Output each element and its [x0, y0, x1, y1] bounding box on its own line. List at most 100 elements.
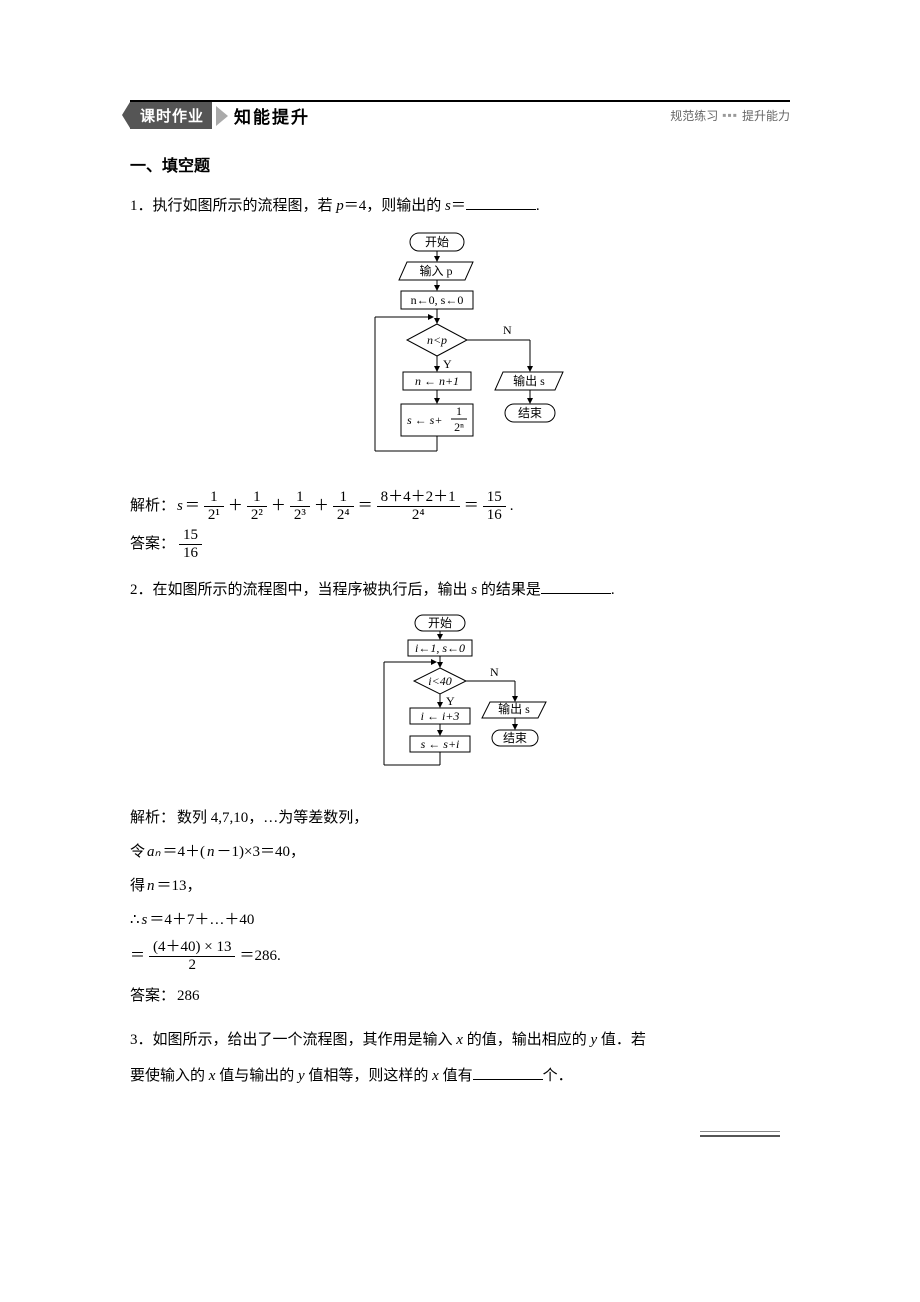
p1-var-p: p — [336, 198, 344, 214]
f2-end: 结束 — [503, 731, 527, 745]
sol1-plus3: ＋ — [314, 491, 329, 521]
problem-2: 2．在如图所示的流程图中，当程序被执行后，输出 s 的结果是. — [130, 575, 790, 605]
sol2-l3a: 得 — [130, 871, 145, 901]
sol1-f4: 12⁴ — [333, 489, 354, 523]
p3-l2d: 值有 — [439, 1068, 473, 1084]
sol2-n1: n — [207, 837, 215, 867]
sol1-f3: 12³ — [290, 489, 310, 523]
sol2-label: 解析： — [130, 803, 175, 833]
sol1-tail: . — [510, 491, 514, 521]
f1-end: 结束 — [518, 406, 542, 420]
flowchart-1: 开始 输入 p n←0, s←0 n<p Y N 输出 s — [130, 229, 790, 479]
content-body: 一、填空题 1．执行如图所示的流程图，若 p＝4，则输出的 s ＝. 开始 输入 … — [130, 151, 790, 1137]
f1-input: 输入 p — [419, 263, 452, 278]
sol1-eq2: ＝ — [358, 491, 373, 521]
f1-init: n←0, s←0 — [411, 293, 464, 307]
p3-blank — [473, 1064, 543, 1080]
sol1-mid: 8＋4＋2＋12⁴ — [377, 489, 460, 523]
f1-out: 输出 s — [513, 373, 545, 388]
f1-step1: n ← n+1 — [415, 374, 459, 388]
p1-num: 1． — [130, 198, 153, 214]
sol1-res: 1516 — [483, 489, 506, 523]
answer-1: 答案： 1516 — [130, 527, 790, 561]
p2-num: 2． — [130, 582, 153, 598]
ans1-label: 答案： — [130, 529, 175, 559]
header-right: 规范练习 ▪▪▪ 提升能力 — [670, 107, 790, 124]
p3-l1a: 如图所示，给出了一个流程图，其作用是输入 — [153, 1032, 457, 1048]
f2-start: 开始 — [428, 616, 452, 630]
f1-no: N — [503, 323, 512, 337]
f1-yes: Y — [443, 357, 452, 371]
sol1-plus2: ＋ — [271, 491, 286, 521]
f2-cond: i<40 — [428, 674, 451, 688]
sol1-label: 解析： — [130, 491, 175, 521]
sol2-l2a: 令 — [130, 837, 145, 867]
section-a-heading: 一、填空题 — [130, 151, 790, 183]
f2-yes: Y — [446, 694, 455, 708]
p3-x1: x — [456, 1032, 463, 1048]
header-left: 课时作业 知能提升 — [130, 102, 310, 129]
p3-l1c: 值．若 — [597, 1032, 646, 1048]
p3-num: 3． — [130, 1032, 153, 1048]
solution-2: 解析：数列 4,7,10，…为等差数列， 令 aₙ＝4＋(n－1)×3＝40， … — [130, 803, 790, 973]
p2-text-c: . — [611, 582, 615, 598]
f2-init: i←1, s←0 — [415, 641, 465, 655]
f1-step2-den: 2ⁿ — [454, 420, 464, 434]
p1-blank — [466, 194, 536, 210]
p2-blank — [541, 578, 611, 594]
p3-l1b: 的值，输出相应的 — [463, 1032, 591, 1048]
p3-x3: x — [432, 1068, 439, 1084]
solution-1: 解析： s＝ ＝ 12¹ ＋ 12² ＋ 12³ ＋ 12⁴ ＝ 8＋4＋2＋1… — [130, 489, 790, 523]
answer-2: 答案：286 — [130, 981, 790, 1011]
f1-cond: n<p — [427, 333, 447, 347]
header-bar: 课时作业 知能提升 规范练习 ▪▪▪ 提升能力 — [130, 100, 790, 129]
header-right-l: 规范练习 — [670, 107, 718, 124]
footer-rule-icon — [700, 1131, 780, 1137]
sol2-s: s — [142, 905, 148, 935]
sol2-an: aₙ — [147, 837, 160, 867]
p3-l2e: 个． — [543, 1068, 573, 1084]
flowchart-2: 开始 i←1, s←0 i<40 Y N 输出 s 结束 — [130, 613, 790, 793]
badge-keshi: 课时作业 — [130, 102, 212, 129]
f2-step2: s ← s+i — [421, 737, 460, 751]
f2-step1: i ← i+3 — [421, 709, 460, 723]
chevron-icon — [216, 106, 228, 126]
sol2-l5eq: ＝ — [130, 941, 145, 971]
p1-text-d: . — [536, 198, 540, 214]
problem-3-line2: 要使输入的 x 值与输出的 y 值相等，则这样的 x 值有个． — [130, 1061, 790, 1091]
flowchart-1-svg: 开始 输入 p n←0, s←0 n<p Y N 输出 s — [345, 229, 575, 479]
sol1-plus1: ＋ — [228, 491, 243, 521]
sol2-l5res: ＝286. — [239, 941, 280, 971]
sol2-l2c: －1)×3＝40， — [217, 837, 305, 867]
sol2-n2: n — [147, 871, 155, 901]
ans1-frac: 1516 — [179, 527, 202, 561]
p3-l2c: 值相等，则这样的 — [305, 1068, 433, 1084]
sol2-l4b: ＝4＋7＋…＋40 — [149, 905, 254, 935]
p3-y2: y — [298, 1068, 305, 1084]
f1-step2a: s ← s+ — [407, 413, 442, 427]
sol2-l4a: ∴ — [130, 905, 140, 935]
sol1-f1: 12¹ — [204, 489, 224, 523]
ans2-val: 286 — [177, 981, 200, 1011]
sol2-l2b: ＝4＋( — [163, 837, 206, 867]
sol1-eq3: ＝ — [464, 491, 479, 521]
p2-text-b: 的结果是 — [477, 582, 541, 598]
flowchart-2-svg: 开始 i←1, s←0 i<40 Y N 输出 s 结束 — [360, 613, 560, 793]
p1-text-a: 执行如图所示的流程图，若 — [153, 198, 337, 214]
p1-text-c: ＝ — [451, 198, 466, 214]
section-title: 知能提升 — [234, 103, 310, 128]
f2-no: N — [490, 665, 499, 679]
f2-out: 输出 s — [498, 701, 530, 716]
p1-text-b: ＝4，则输出的 — [344, 198, 445, 214]
sol1-f2: 12² — [247, 489, 267, 523]
page-footer — [130, 1131, 790, 1137]
dots-icon: ▪▪▪ — [722, 108, 738, 123]
sol2-l1: 数列 4,7,10，…为等差数列， — [177, 803, 368, 833]
p3-l2a: 要使输入的 — [130, 1068, 209, 1084]
f1-start: 开始 — [425, 235, 449, 249]
ans2-label: 答案： — [130, 981, 175, 1011]
sol2-l3b: ＝13， — [157, 871, 202, 901]
sol1-s: s — [177, 491, 183, 521]
problem-3: 3．如图所示，给出了一个流程图，其作用是输入 x 的值，输出相应的 y 值．若 — [130, 1025, 790, 1055]
f1-step2-num: 1 — [456, 404, 462, 418]
